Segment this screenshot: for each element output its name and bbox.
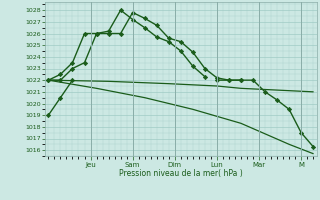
X-axis label: Pression niveau de la mer( hPa ): Pression niveau de la mer( hPa )	[119, 169, 243, 178]
